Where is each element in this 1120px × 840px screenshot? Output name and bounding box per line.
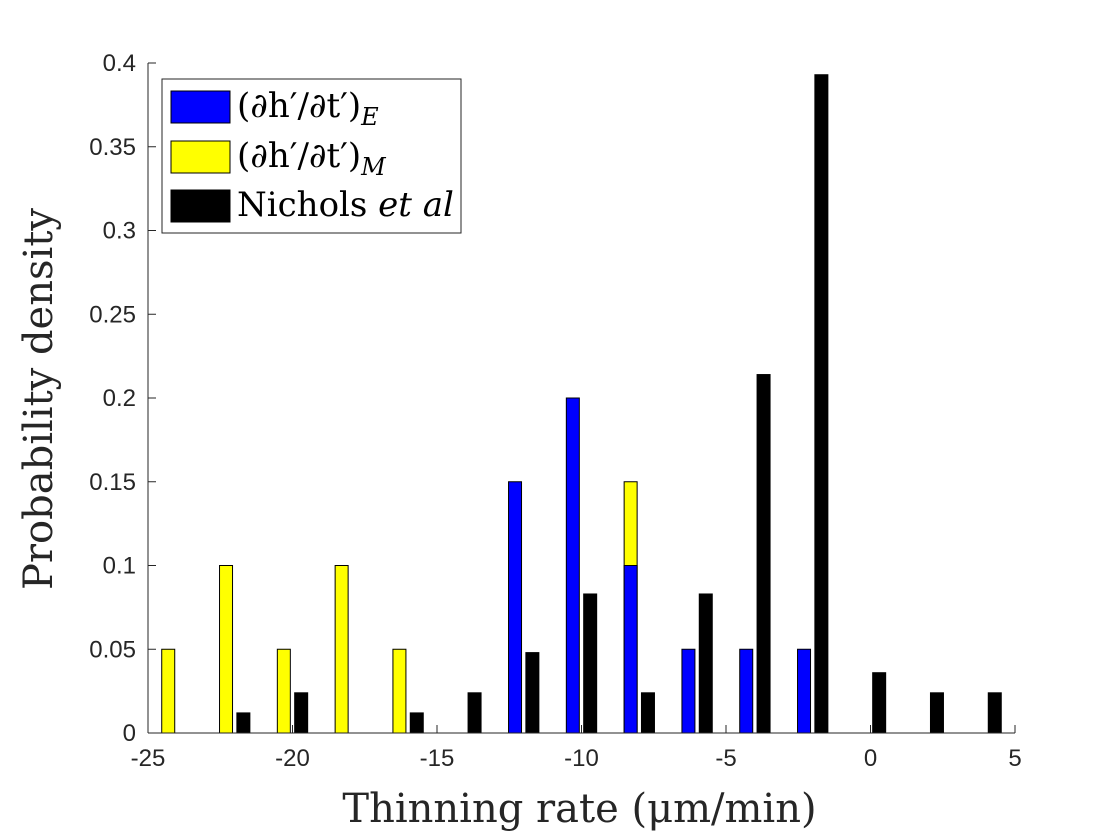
bar-e-3 <box>681 648 696 734</box>
y-axis-ticks: 0 0.05 0.1 0.15 0.2 0.25 0.3 0.35 0.4 <box>89 50 156 747</box>
bar-e-5 <box>797 648 812 734</box>
y-tick-label: 0.4 <box>103 50 136 77</box>
x-axis-title: Thinning rate (μm/min) <box>342 786 816 832</box>
x-tick-label: -20 <box>275 745 310 772</box>
y-tick-label: 0.3 <box>103 218 136 245</box>
legend-swatch <box>170 90 231 124</box>
bar-nichols-11 <box>929 692 944 734</box>
x-tick-label: -10 <box>564 745 599 772</box>
legend-swatch <box>170 140 231 174</box>
bar-nichols-4 <box>525 652 540 734</box>
bar-m-0 <box>161 648 176 734</box>
x-tick-label: -25 <box>131 745 166 772</box>
x-tick-label: -5 <box>715 745 736 772</box>
bar-e-0 <box>508 481 523 734</box>
bar-nichols-10 <box>872 672 887 734</box>
bar-nichols-3 <box>467 692 482 734</box>
bar-e-2 <box>623 565 638 734</box>
bar-nichols-7 <box>698 593 713 734</box>
legend-label: Nichols et al <box>237 185 454 225</box>
bar-e-1 <box>565 397 580 734</box>
x-tick-label: -15 <box>420 745 455 772</box>
y-tick-label: 0.15 <box>89 469 136 496</box>
bars-layer <box>161 74 1002 734</box>
legend-label: (∂h′/∂t′)M <box>237 136 387 181</box>
y-tick-label: 0 <box>123 720 136 747</box>
y-tick-label: 0.35 <box>89 134 136 161</box>
y-tick-label: 0.25 <box>89 301 136 328</box>
bar-nichols-0 <box>236 712 251 734</box>
bar-nichols-9 <box>814 74 829 734</box>
bar-nichols-5 <box>583 593 598 734</box>
bar-nichols-8 <box>756 374 771 734</box>
y-tick-label: 0.1 <box>103 553 136 580</box>
bar-nichols-1 <box>294 692 309 734</box>
y-axis-title: Probability density <box>16 208 62 590</box>
bar-m-3 <box>334 565 349 734</box>
bar-m-1 <box>219 565 234 734</box>
bar-nichols-12 <box>987 692 1002 734</box>
bar-e-4 <box>739 648 754 734</box>
legend-swatch <box>170 189 231 223</box>
bar-m-4 <box>392 648 407 734</box>
bar-nichols-6 <box>640 692 655 734</box>
y-tick-label: 0.2 <box>103 385 136 412</box>
x-tick-label: 5 <box>1008 745 1021 772</box>
bar-m-2 <box>276 648 291 734</box>
x-axis-ticks: -25 -20 -15 -10 -5 0 5 <box>131 725 1022 772</box>
bar-nichols-2 <box>409 712 424 734</box>
legend-label: (∂h′/∂t′)E <box>237 86 379 131</box>
y-tick-label: 0.05 <box>89 636 136 663</box>
x-tick-label: 0 <box>864 745 877 772</box>
